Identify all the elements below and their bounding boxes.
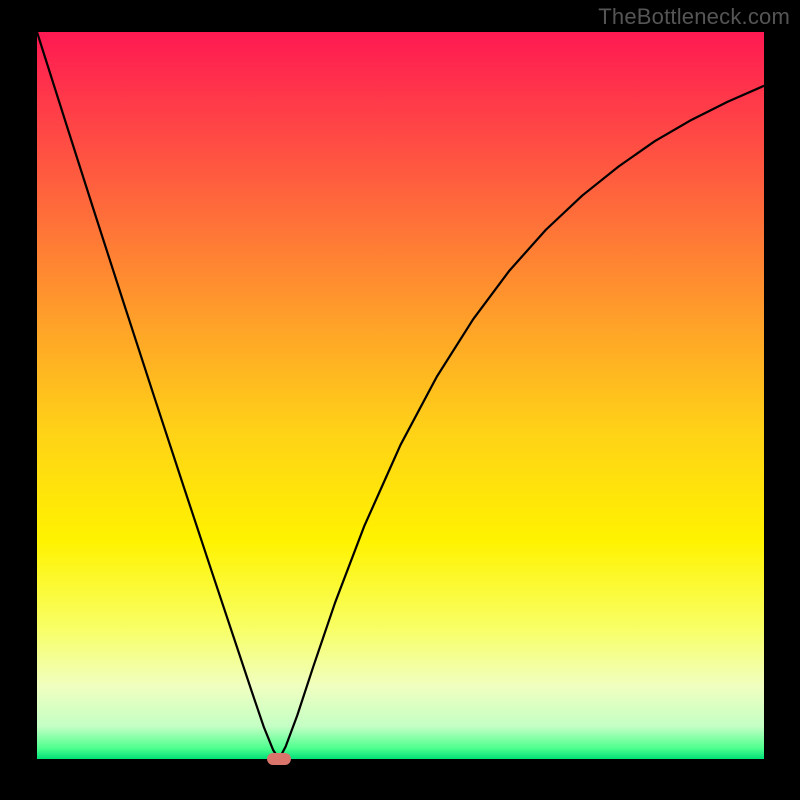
optimal-marker: [267, 753, 291, 765]
plot-area: [37, 32, 764, 759]
watermark: TheBottleneck.com: [598, 4, 790, 30]
